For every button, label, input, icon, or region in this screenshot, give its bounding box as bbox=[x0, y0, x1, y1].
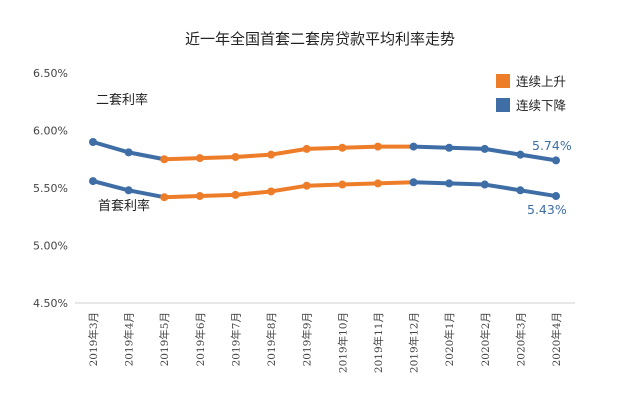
chart-title: 近一年全国首套二套房贷款平均利率走势 bbox=[184, 30, 455, 48]
x-tick-label: 2019年5月 bbox=[158, 312, 171, 366]
data-point bbox=[516, 150, 525, 159]
y-tick-label: 6.50% bbox=[33, 67, 68, 80]
data-point bbox=[552, 192, 560, 201]
data-point bbox=[231, 190, 240, 199]
x-tick-label: 2019年7月 bbox=[229, 312, 242, 366]
data-point bbox=[480, 144, 489, 153]
series-segment bbox=[340, 144, 380, 150]
series-segment bbox=[162, 156, 202, 162]
series-segment bbox=[233, 189, 274, 197]
series-segment bbox=[91, 179, 131, 193]
series-segment bbox=[411, 144, 452, 150]
data-point bbox=[409, 142, 418, 151]
series-segment bbox=[482, 182, 523, 193]
series-segment bbox=[482, 146, 523, 157]
data-point bbox=[373, 179, 382, 188]
data-point bbox=[195, 154, 204, 163]
data-point bbox=[124, 186, 133, 195]
x-tick-label: 2019年3月 bbox=[87, 312, 100, 366]
legend-swatch bbox=[496, 98, 510, 112]
data-point bbox=[409, 178, 418, 187]
series-segment bbox=[304, 182, 345, 188]
x-tick-label: 2020年4月 bbox=[550, 312, 563, 366]
data-point bbox=[160, 193, 169, 202]
data-point bbox=[445, 143, 454, 152]
x-tick-label: 2019年6月 bbox=[194, 312, 207, 366]
series-segment bbox=[447, 181, 487, 187]
x-tick-label: 2020年3月 bbox=[514, 312, 527, 366]
x-tick-label: 2019年9月 bbox=[301, 312, 314, 366]
data-point bbox=[160, 155, 169, 164]
series-segment bbox=[340, 181, 380, 187]
end-value-label-first-home: 5.43% bbox=[527, 202, 567, 217]
series-segment bbox=[197, 154, 238, 161]
data-point bbox=[445, 179, 454, 188]
series-segment bbox=[269, 183, 309, 194]
data-point bbox=[516, 186, 525, 195]
series-segment bbox=[375, 180, 416, 186]
y-tick-label: 4.50% bbox=[33, 297, 68, 310]
x-tick-label: 2020年1月 bbox=[443, 312, 456, 366]
data-point bbox=[124, 148, 133, 157]
series-label-first-home: 首套利率 bbox=[98, 198, 150, 214]
series-segment bbox=[518, 188, 558, 199]
series-segment bbox=[518, 152, 558, 163]
data-point bbox=[552, 156, 560, 165]
legend-label: 连续下降 bbox=[516, 98, 567, 113]
data-point bbox=[89, 138, 97, 146]
series-segment bbox=[233, 152, 274, 159]
data-point bbox=[302, 144, 311, 153]
legend-swatch bbox=[496, 74, 510, 88]
data-point bbox=[302, 181, 311, 190]
data-point bbox=[480, 180, 489, 189]
data-point bbox=[89, 177, 97, 186]
x-tick-label: 2020年2月 bbox=[479, 312, 492, 366]
y-tick-label: 6.00% bbox=[33, 125, 68, 138]
x-tick-label: 2019年8月 bbox=[265, 312, 278, 366]
end-value-label-second-home: 5.74% bbox=[532, 138, 572, 153]
series-segment bbox=[304, 145, 345, 151]
y-tick-label: 5.00% bbox=[33, 240, 68, 253]
data-point bbox=[338, 143, 347, 152]
data-point bbox=[338, 180, 347, 189]
series-segment bbox=[162, 194, 202, 200]
data-point bbox=[373, 142, 382, 151]
series-segment bbox=[269, 146, 309, 157]
y-tick-label: 5.50% bbox=[33, 182, 68, 195]
x-tick-label: 2019年10月 bbox=[336, 312, 349, 373]
data-point bbox=[231, 152, 240, 161]
data-point bbox=[267, 150, 276, 159]
series-label-second-home: 二套利率 bbox=[96, 92, 148, 108]
data-point bbox=[267, 187, 276, 196]
legend-label: 连续上升 bbox=[516, 74, 566, 89]
x-tick-label: 2019年11月 bbox=[372, 312, 385, 373]
series-segment bbox=[447, 145, 487, 151]
x-tick-label: 2019年4月 bbox=[123, 312, 136, 366]
data-point bbox=[195, 192, 204, 201]
series-segment bbox=[126, 188, 167, 200]
series-segment bbox=[197, 192, 238, 199]
series-segment bbox=[411, 180, 452, 186]
series-segment bbox=[126, 150, 167, 162]
series-segment bbox=[91, 140, 131, 155]
x-tick-label: 2019年12月 bbox=[408, 312, 421, 373]
